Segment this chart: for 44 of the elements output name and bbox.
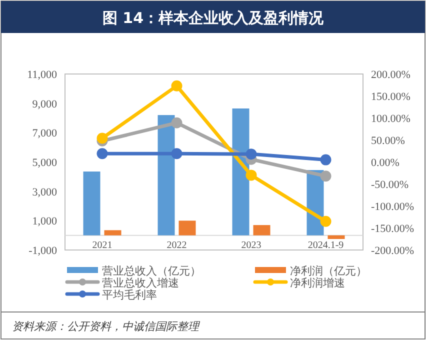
point xyxy=(246,148,257,160)
y2-tick-label: 150.00% xyxy=(371,91,410,103)
y2-tick-label: -200.00% xyxy=(371,245,414,257)
y2-tick-label: -150.00% xyxy=(371,223,414,235)
bar xyxy=(253,225,270,236)
y2-tick-label: 100.00% xyxy=(371,113,410,125)
bar xyxy=(178,220,196,236)
point xyxy=(320,216,332,227)
x-tick-label: 2024.1-9 xyxy=(308,240,344,251)
y2-tick-label: 50.00% xyxy=(371,135,405,147)
x-tick-label: 2021 xyxy=(92,240,112,251)
point xyxy=(96,132,108,144)
bar xyxy=(232,108,250,236)
point xyxy=(320,170,332,182)
y2-tick-label: -100.00% xyxy=(371,201,414,213)
point xyxy=(320,154,332,166)
bar xyxy=(104,230,122,236)
bar xyxy=(328,235,345,239)
point xyxy=(96,148,108,160)
y-tick-label: 11,000 xyxy=(27,69,58,81)
y-tick-label: -1,000 xyxy=(28,245,58,257)
bar xyxy=(83,172,100,236)
bar xyxy=(158,115,175,236)
y-tick-label: 9,000 xyxy=(32,98,58,110)
point xyxy=(171,148,182,160)
chart-title: 图 14：样本企业收入及盈利情况 xyxy=(102,9,325,27)
y-tick-label: 1,000 xyxy=(32,216,58,228)
x-tick-label: 2023 xyxy=(241,240,262,251)
legend-label: 平均毛利率 xyxy=(102,288,157,302)
legend-label: 营业总收入增速 xyxy=(102,276,179,290)
y2-tick-label: -50.00% xyxy=(371,179,409,191)
legend-label: 营业总收入（亿元） xyxy=(102,264,201,278)
point xyxy=(171,117,182,128)
y2-tick-label: 0.00% xyxy=(371,157,400,169)
legend-label: 净利润（亿元） xyxy=(290,264,367,278)
point xyxy=(171,80,182,92)
y2-tick-label: 200.00% xyxy=(371,69,410,81)
y-tick-label: 7,000 xyxy=(32,128,58,140)
point xyxy=(246,170,257,181)
legend-label: 净利润增速 xyxy=(290,276,345,290)
y-tick-label: 3,000 xyxy=(32,186,58,198)
x-tick-label: 2022 xyxy=(166,240,187,251)
y-tick-label: 5,000 xyxy=(32,157,58,169)
text: 资料来源：公开资料，中诚信国际整理 xyxy=(12,320,201,333)
